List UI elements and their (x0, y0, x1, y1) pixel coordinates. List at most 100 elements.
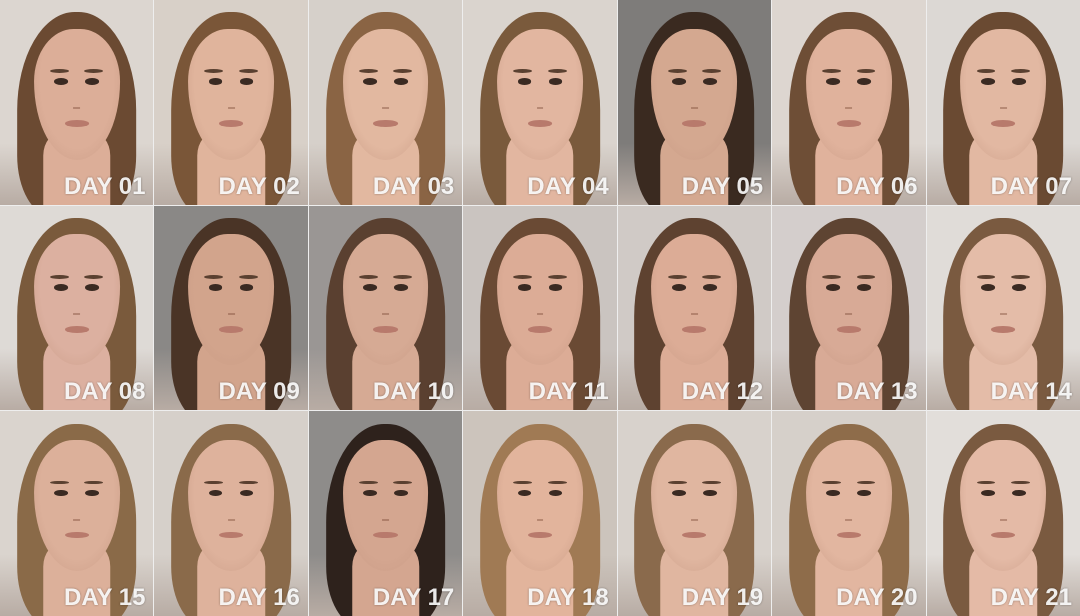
face (33, 234, 120, 366)
eye (85, 489, 100, 497)
day-label: DAY 19 (681, 584, 764, 611)
day-label: DAY 07 (990, 172, 1072, 200)
face (188, 28, 275, 160)
day-label: DAY 09 (218, 378, 300, 406)
nose (382, 295, 389, 315)
mouth (527, 325, 552, 333)
brow (84, 274, 104, 279)
nose (536, 295, 544, 315)
mouth (991, 120, 1016, 127)
day-label: DAY 17 (372, 584, 455, 611)
face (342, 439, 429, 571)
brow (822, 274, 842, 279)
brow (393, 69, 413, 74)
face (960, 28, 1047, 160)
mouth (682, 120, 707, 127)
brow (702, 69, 722, 74)
day-label: DAY 18 (527, 584, 609, 611)
brow (238, 480, 258, 485)
eye (672, 78, 686, 85)
day-photo: DAY 16 (154, 411, 308, 616)
eye (857, 284, 872, 291)
eye (54, 78, 69, 85)
eye (857, 489, 872, 497)
day-photo: DAY 18 (463, 411, 617, 616)
day-photo: DAY 07 (926, 0, 1080, 205)
nose (999, 89, 1007, 110)
day-label: DAY 03 (372, 172, 455, 200)
mouth (373, 531, 398, 539)
day-photo: DAY 08 (0, 205, 154, 411)
day-label: DAY 06 (836, 172, 918, 200)
eye (548, 284, 563, 291)
day-photo: DAY 17 (308, 411, 463, 616)
eye (703, 284, 717, 291)
brow (50, 480, 69, 485)
brow (976, 480, 996, 485)
eye (1011, 284, 1026, 291)
nose (999, 500, 1007, 521)
brow (358, 274, 378, 279)
eye (826, 78, 841, 85)
eye (980, 489, 995, 497)
brow (84, 69, 104, 74)
mouth (373, 325, 398, 333)
day-label: DAY 04 (527, 172, 609, 200)
eye (85, 78, 100, 85)
nose (845, 500, 853, 521)
eye (208, 489, 223, 497)
brow (50, 274, 69, 279)
brow (393, 274, 413, 279)
face (960, 234, 1047, 366)
day-photo: DAY 21 (926, 411, 1080, 616)
day-photo: DAY 10 (308, 205, 463, 411)
mouth (527, 531, 552, 539)
face (805, 439, 892, 571)
brow (358, 69, 378, 74)
brow (856, 69, 876, 74)
day-label: DAY 16 (218, 584, 300, 611)
brow (513, 480, 533, 485)
brow (1011, 69, 1030, 74)
day-photo: DAY 13 (772, 205, 926, 411)
face (651, 234, 738, 366)
eye (394, 489, 408, 497)
nose (690, 500, 698, 521)
face (651, 28, 738, 160)
day-photo: DAY 15 (0, 411, 154, 616)
eye (85, 284, 100, 291)
day-photo: DAY 04 (463, 0, 617, 205)
eye (517, 78, 532, 85)
mouth (64, 325, 89, 333)
mouth (836, 325, 861, 333)
eye (239, 489, 254, 497)
brow (667, 274, 687, 279)
eye (980, 78, 995, 85)
eye (54, 489, 69, 497)
brow (822, 69, 842, 74)
day-photo: DAY 14 (926, 205, 1080, 411)
day-photo: DAY 01 (0, 0, 154, 205)
eye (363, 489, 377, 497)
brow (358, 480, 378, 485)
brow (547, 480, 567, 485)
mouth (836, 531, 861, 539)
day-photo: DAY 19 (617, 411, 772, 616)
eye (826, 489, 841, 497)
eye (857, 78, 872, 85)
day-label: DAY 12 (681, 378, 764, 406)
face (188, 439, 275, 571)
eye (363, 284, 377, 291)
day-photo: DAY 20 (772, 411, 926, 616)
eye (239, 284, 254, 291)
brow (547, 69, 567, 74)
mouth (527, 120, 552, 127)
face (33, 28, 120, 160)
nose (382, 89, 389, 110)
mouth (682, 531, 707, 539)
mouth (219, 325, 244, 333)
day-label: DAY 11 (528, 378, 609, 406)
day-label: DAY 13 (836, 378, 918, 406)
day-photo: DAY 03 (308, 0, 463, 205)
brow (856, 274, 876, 279)
